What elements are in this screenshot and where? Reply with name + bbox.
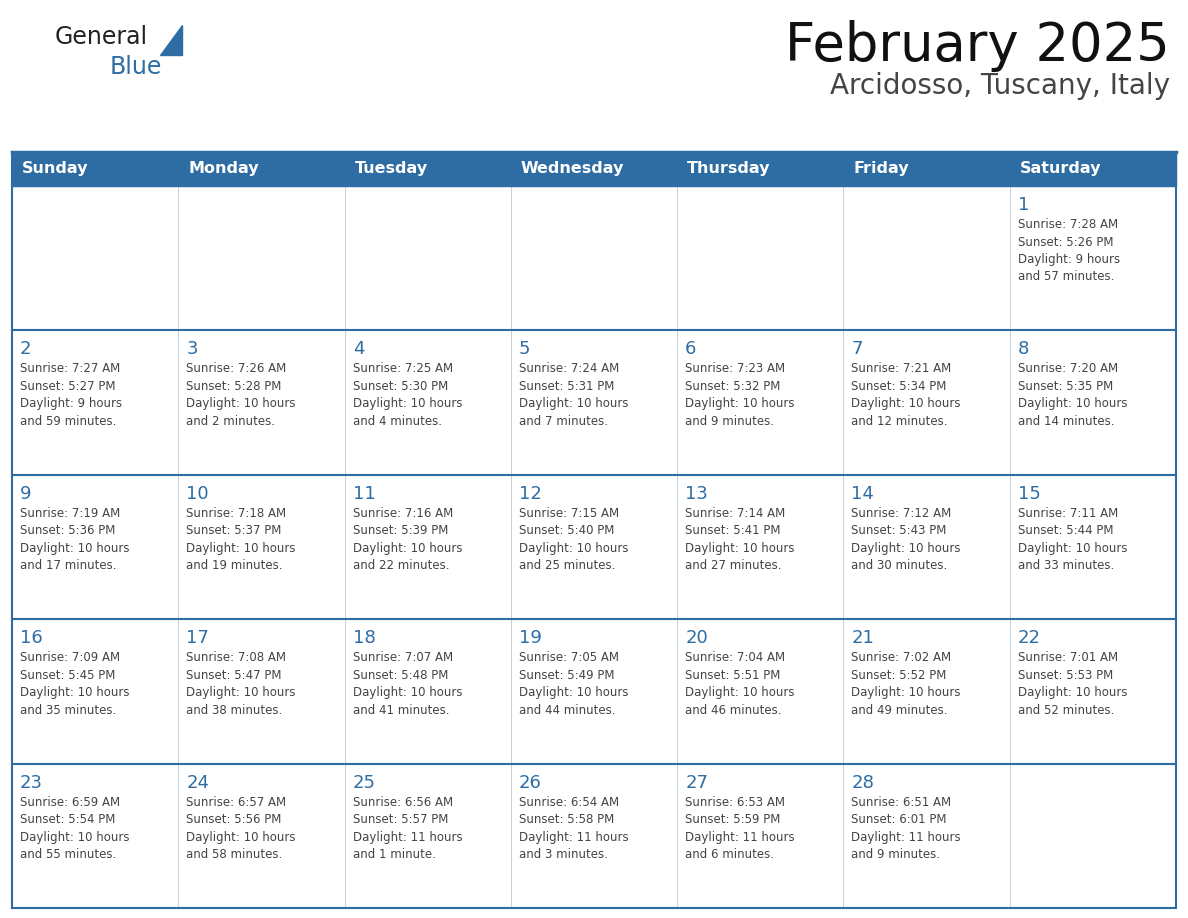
Text: 4: 4 — [353, 341, 364, 358]
Text: 14: 14 — [852, 485, 874, 503]
Text: Sunrise: 7:25 AM
Sunset: 5:30 PM
Daylight: 10 hours
and 4 minutes.: Sunrise: 7:25 AM Sunset: 5:30 PM Dayligh… — [353, 363, 462, 428]
Text: Sunrise: 6:59 AM
Sunset: 5:54 PM
Daylight: 10 hours
and 55 minutes.: Sunrise: 6:59 AM Sunset: 5:54 PM Dayligh… — [20, 796, 129, 861]
Text: 27: 27 — [685, 774, 708, 791]
Text: Sunrise: 6:53 AM
Sunset: 5:59 PM
Daylight: 11 hours
and 6 minutes.: Sunrise: 6:53 AM Sunset: 5:59 PM Dayligh… — [685, 796, 795, 861]
Text: 25: 25 — [353, 774, 375, 791]
Text: 15: 15 — [1018, 485, 1041, 503]
Text: Friday: Friday — [853, 162, 909, 176]
Text: Sunrise: 7:01 AM
Sunset: 5:53 PM
Daylight: 10 hours
and 52 minutes.: Sunrise: 7:01 AM Sunset: 5:53 PM Dayligh… — [1018, 651, 1127, 717]
Text: Blue: Blue — [110, 55, 163, 79]
Text: Sunrise: 7:14 AM
Sunset: 5:41 PM
Daylight: 10 hours
and 27 minutes.: Sunrise: 7:14 AM Sunset: 5:41 PM Dayligh… — [685, 507, 795, 572]
Bar — [12, 330, 1176, 475]
Text: 9: 9 — [20, 485, 32, 503]
Text: Sunrise: 7:19 AM
Sunset: 5:36 PM
Daylight: 10 hours
and 17 minutes.: Sunrise: 7:19 AM Sunset: 5:36 PM Dayligh… — [20, 507, 129, 572]
Text: Sunrise: 7:28 AM
Sunset: 5:26 PM
Daylight: 9 hours
and 57 minutes.: Sunrise: 7:28 AM Sunset: 5:26 PM Dayligh… — [1018, 218, 1120, 284]
Text: Monday: Monday — [188, 162, 259, 176]
Text: Sunrise: 7:26 AM
Sunset: 5:28 PM
Daylight: 10 hours
and 2 minutes.: Sunrise: 7:26 AM Sunset: 5:28 PM Dayligh… — [187, 363, 296, 428]
Text: Thursday: Thursday — [687, 162, 771, 176]
Text: Sunrise: 7:07 AM
Sunset: 5:48 PM
Daylight: 10 hours
and 41 minutes.: Sunrise: 7:07 AM Sunset: 5:48 PM Dayligh… — [353, 651, 462, 717]
Text: Sunrise: 6:57 AM
Sunset: 5:56 PM
Daylight: 10 hours
and 58 minutes.: Sunrise: 6:57 AM Sunset: 5:56 PM Dayligh… — [187, 796, 296, 861]
Text: Arcidosso, Tuscany, Italy: Arcidosso, Tuscany, Italy — [830, 72, 1170, 100]
Text: Sunrise: 7:04 AM
Sunset: 5:51 PM
Daylight: 10 hours
and 46 minutes.: Sunrise: 7:04 AM Sunset: 5:51 PM Dayligh… — [685, 651, 795, 717]
Text: Saturday: Saturday — [1019, 162, 1101, 176]
Text: General: General — [55, 25, 148, 49]
Text: Sunrise: 7:18 AM
Sunset: 5:37 PM
Daylight: 10 hours
and 19 minutes.: Sunrise: 7:18 AM Sunset: 5:37 PM Dayligh… — [187, 507, 296, 572]
Text: 23: 23 — [20, 774, 43, 791]
Bar — [12, 186, 1176, 330]
Bar — [12, 475, 1176, 620]
Text: 28: 28 — [852, 774, 874, 791]
Text: 19: 19 — [519, 629, 542, 647]
Bar — [12, 764, 1176, 908]
Text: February 2025: February 2025 — [785, 20, 1170, 72]
Text: 1: 1 — [1018, 196, 1029, 214]
Polygon shape — [160, 25, 182, 55]
Text: 13: 13 — [685, 485, 708, 503]
Text: Sunrise: 7:20 AM
Sunset: 5:35 PM
Daylight: 10 hours
and 14 minutes.: Sunrise: 7:20 AM Sunset: 5:35 PM Dayligh… — [1018, 363, 1127, 428]
Text: Sunrise: 7:24 AM
Sunset: 5:31 PM
Daylight: 10 hours
and 7 minutes.: Sunrise: 7:24 AM Sunset: 5:31 PM Dayligh… — [519, 363, 628, 428]
Text: Tuesday: Tuesday — [354, 162, 428, 176]
Text: Sunrise: 7:09 AM
Sunset: 5:45 PM
Daylight: 10 hours
and 35 minutes.: Sunrise: 7:09 AM Sunset: 5:45 PM Dayligh… — [20, 651, 129, 717]
Text: Sunrise: 7:21 AM
Sunset: 5:34 PM
Daylight: 10 hours
and 12 minutes.: Sunrise: 7:21 AM Sunset: 5:34 PM Dayligh… — [852, 363, 961, 428]
Text: Sunrise: 6:54 AM
Sunset: 5:58 PM
Daylight: 11 hours
and 3 minutes.: Sunrise: 6:54 AM Sunset: 5:58 PM Dayligh… — [519, 796, 628, 861]
Text: 20: 20 — [685, 629, 708, 647]
Text: Wednesday: Wednesday — [520, 162, 624, 176]
Text: 8: 8 — [1018, 341, 1029, 358]
Text: 12: 12 — [519, 485, 542, 503]
Text: 11: 11 — [353, 485, 375, 503]
Text: 17: 17 — [187, 629, 209, 647]
Text: 21: 21 — [852, 629, 874, 647]
Text: Sunrise: 7:11 AM
Sunset: 5:44 PM
Daylight: 10 hours
and 33 minutes.: Sunrise: 7:11 AM Sunset: 5:44 PM Dayligh… — [1018, 507, 1127, 572]
Text: 5: 5 — [519, 341, 530, 358]
Text: Sunrise: 7:02 AM
Sunset: 5:52 PM
Daylight: 10 hours
and 49 minutes.: Sunrise: 7:02 AM Sunset: 5:52 PM Dayligh… — [852, 651, 961, 717]
Text: Sunday: Sunday — [23, 162, 88, 176]
Text: 22: 22 — [1018, 629, 1041, 647]
Text: 18: 18 — [353, 629, 375, 647]
Text: 10: 10 — [187, 485, 209, 503]
Text: Sunrise: 7:16 AM
Sunset: 5:39 PM
Daylight: 10 hours
and 22 minutes.: Sunrise: 7:16 AM Sunset: 5:39 PM Dayligh… — [353, 507, 462, 572]
Text: 24: 24 — [187, 774, 209, 791]
Text: Sunrise: 7:27 AM
Sunset: 5:27 PM
Daylight: 9 hours
and 59 minutes.: Sunrise: 7:27 AM Sunset: 5:27 PM Dayligh… — [20, 363, 122, 428]
Text: Sunrise: 7:05 AM
Sunset: 5:49 PM
Daylight: 10 hours
and 44 minutes.: Sunrise: 7:05 AM Sunset: 5:49 PM Dayligh… — [519, 651, 628, 717]
Text: 6: 6 — [685, 341, 696, 358]
Text: Sunrise: 6:51 AM
Sunset: 6:01 PM
Daylight: 11 hours
and 9 minutes.: Sunrise: 6:51 AM Sunset: 6:01 PM Dayligh… — [852, 796, 961, 861]
Text: Sunrise: 6:56 AM
Sunset: 5:57 PM
Daylight: 11 hours
and 1 minute.: Sunrise: 6:56 AM Sunset: 5:57 PM Dayligh… — [353, 796, 462, 861]
Text: 26: 26 — [519, 774, 542, 791]
Bar — [12, 620, 1176, 764]
Text: 7: 7 — [852, 341, 862, 358]
Text: Sunrise: 7:23 AM
Sunset: 5:32 PM
Daylight: 10 hours
and 9 minutes.: Sunrise: 7:23 AM Sunset: 5:32 PM Dayligh… — [685, 363, 795, 428]
Text: 2: 2 — [20, 341, 32, 358]
Text: 3: 3 — [187, 341, 197, 358]
Text: 16: 16 — [20, 629, 43, 647]
Text: Sunrise: 7:12 AM
Sunset: 5:43 PM
Daylight: 10 hours
and 30 minutes.: Sunrise: 7:12 AM Sunset: 5:43 PM Dayligh… — [852, 507, 961, 572]
Text: Sunrise: 7:15 AM
Sunset: 5:40 PM
Daylight: 10 hours
and 25 minutes.: Sunrise: 7:15 AM Sunset: 5:40 PM Dayligh… — [519, 507, 628, 572]
Bar — [12, 152, 1176, 186]
Text: Sunrise: 7:08 AM
Sunset: 5:47 PM
Daylight: 10 hours
and 38 minutes.: Sunrise: 7:08 AM Sunset: 5:47 PM Dayligh… — [187, 651, 296, 717]
